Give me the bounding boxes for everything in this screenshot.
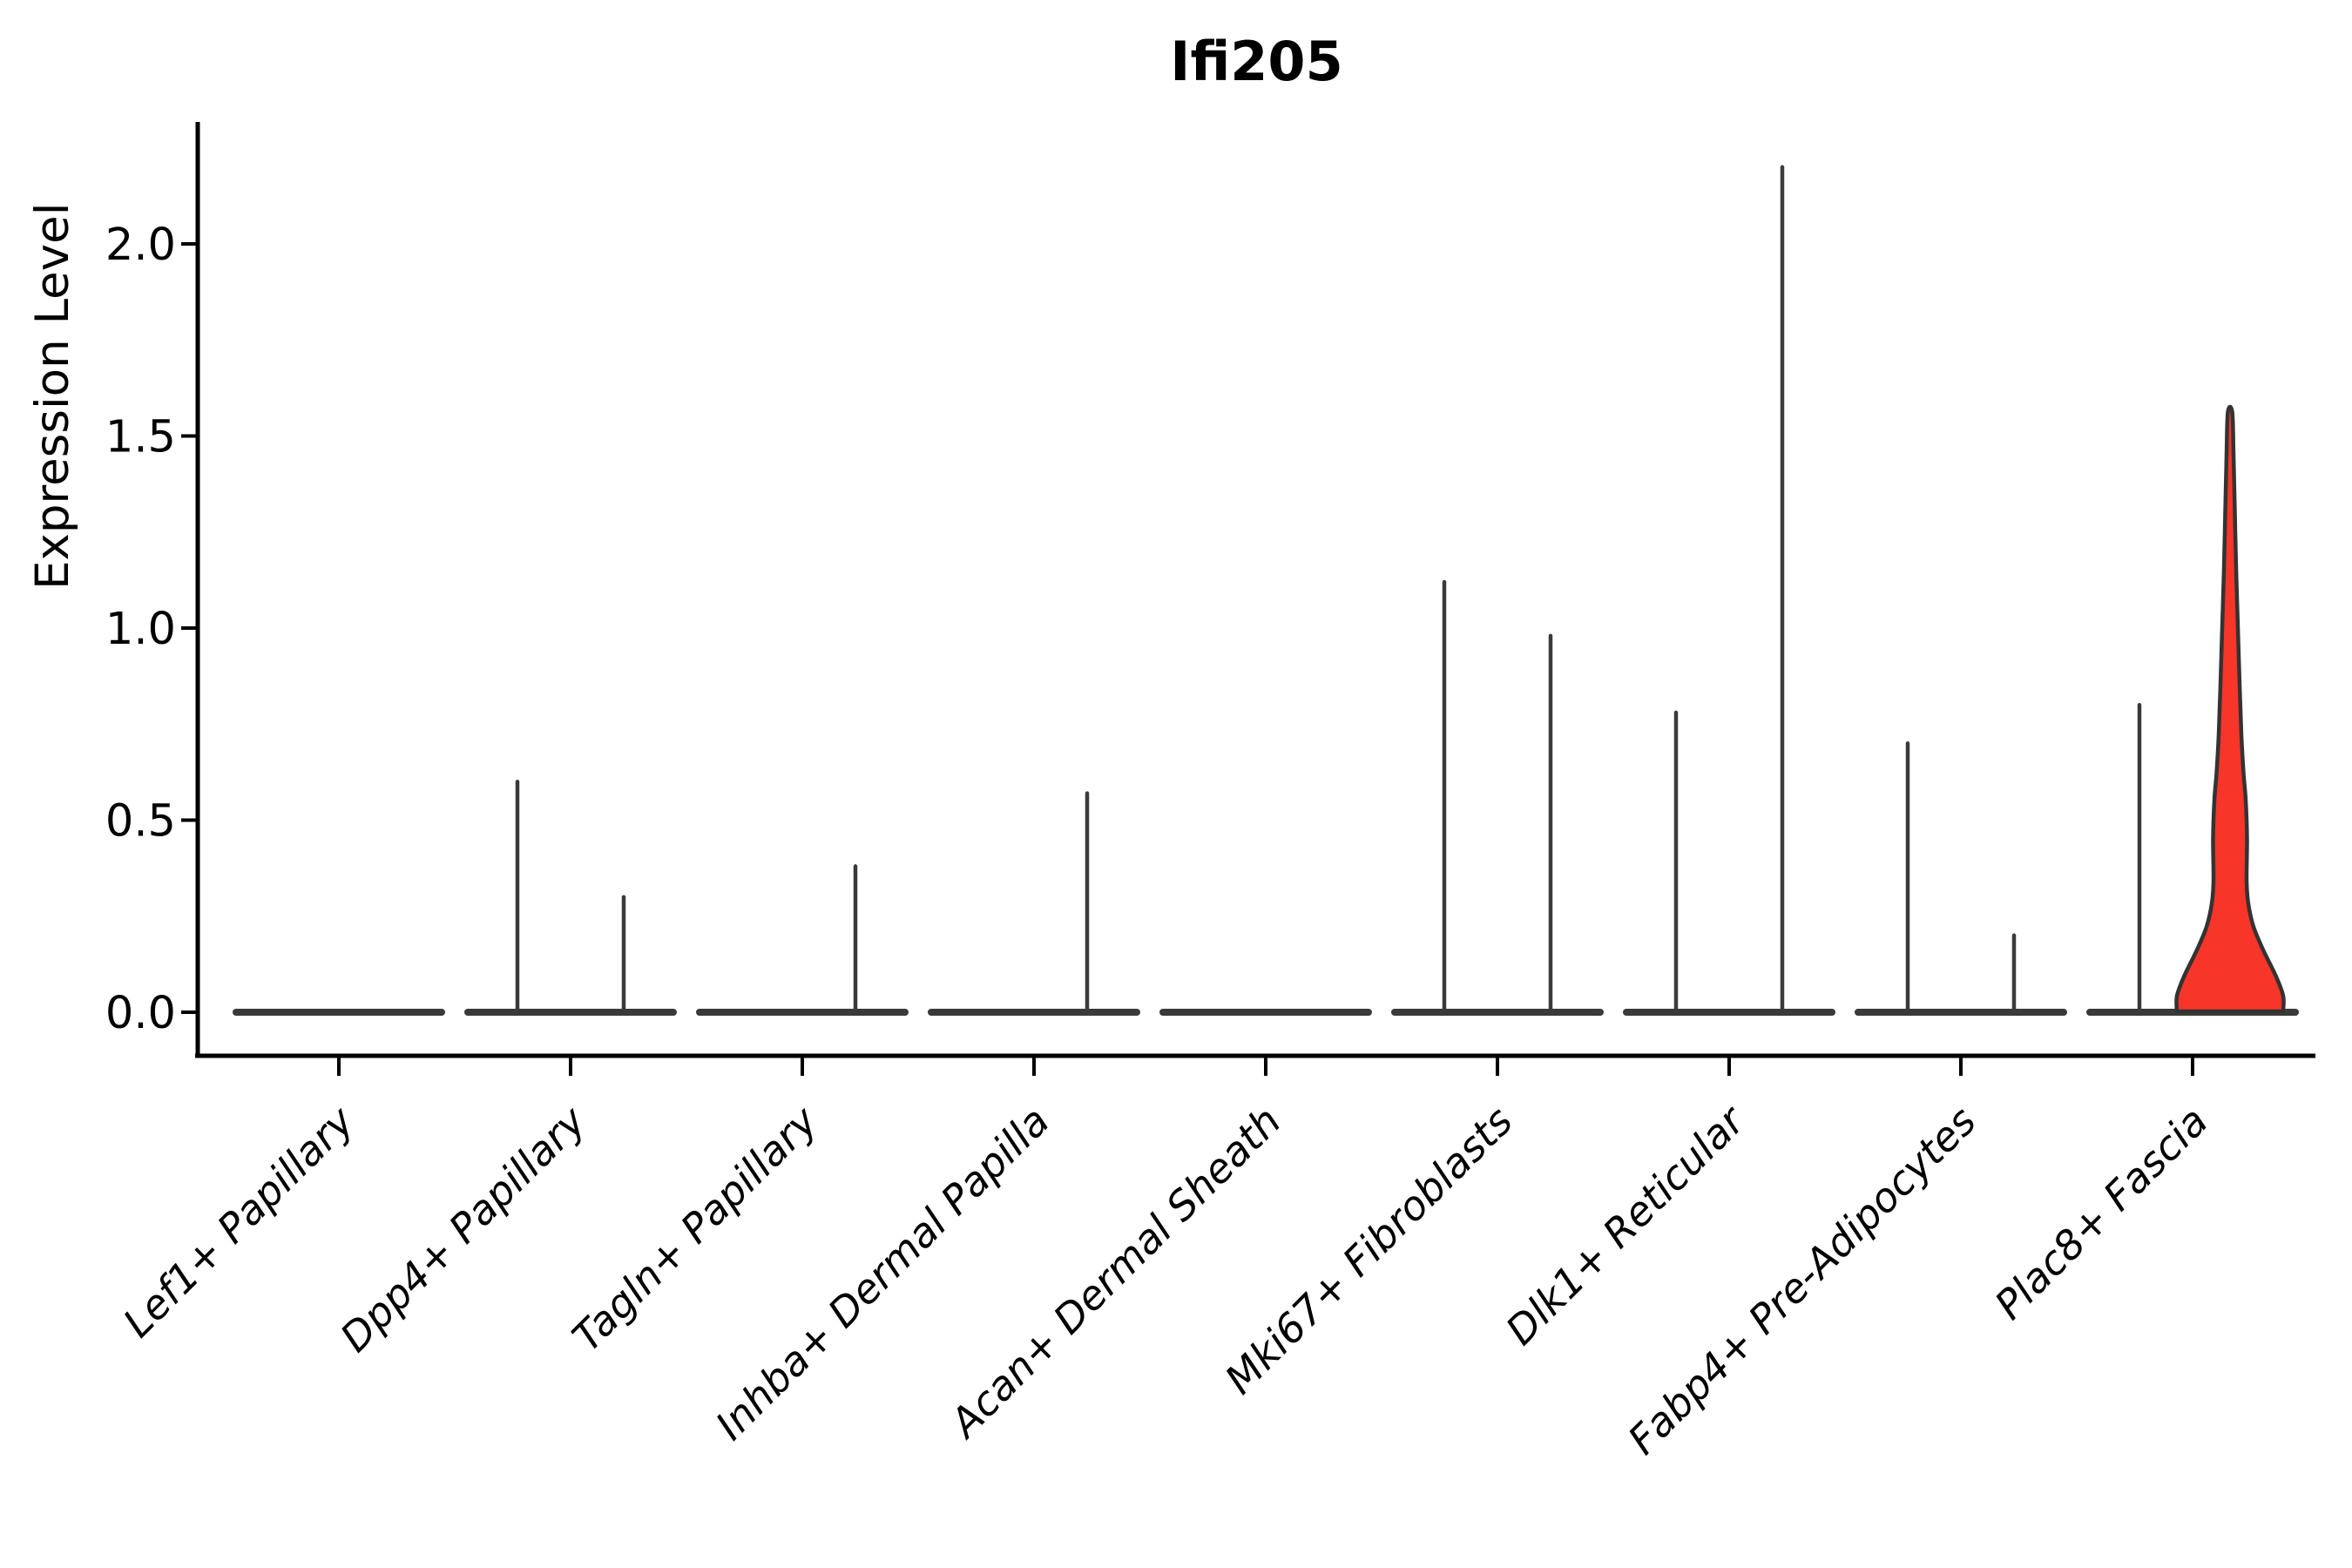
x-tick-label: Lef1+ Papillary <box>114 1097 363 1346</box>
violin-body <box>464 1009 677 1016</box>
violin-body <box>233 1009 445 1016</box>
x-tick-label: Tagln+ Papillary <box>563 1097 827 1361</box>
y-tick-label: 2.0 <box>105 220 176 271</box>
violin-body <box>1855 1009 2067 1016</box>
y-tick-label: 1.0 <box>105 604 176 655</box>
violin-body <box>1159 1009 1372 1016</box>
chart-title: Ifi205 <box>1170 30 1343 93</box>
y-tick-label: 0.5 <box>105 796 176 848</box>
y-tick-label: 0.0 <box>105 988 176 1039</box>
y-tick-label: 1.5 <box>105 412 176 463</box>
x-tick-label: Dpp4+ Papillary <box>331 1097 595 1361</box>
x-tick-label: Plac8+ Fascia <box>1985 1098 2216 1328</box>
violin-body <box>1391 1009 1604 1016</box>
violin-body <box>928 1009 1140 1016</box>
highlighted-violin <box>2174 404 2286 1014</box>
x-tick-label: Dlk1+ Reticular <box>1497 1095 1755 1354</box>
violin-body <box>1623 1009 1835 1016</box>
violin-body <box>696 1009 909 1016</box>
